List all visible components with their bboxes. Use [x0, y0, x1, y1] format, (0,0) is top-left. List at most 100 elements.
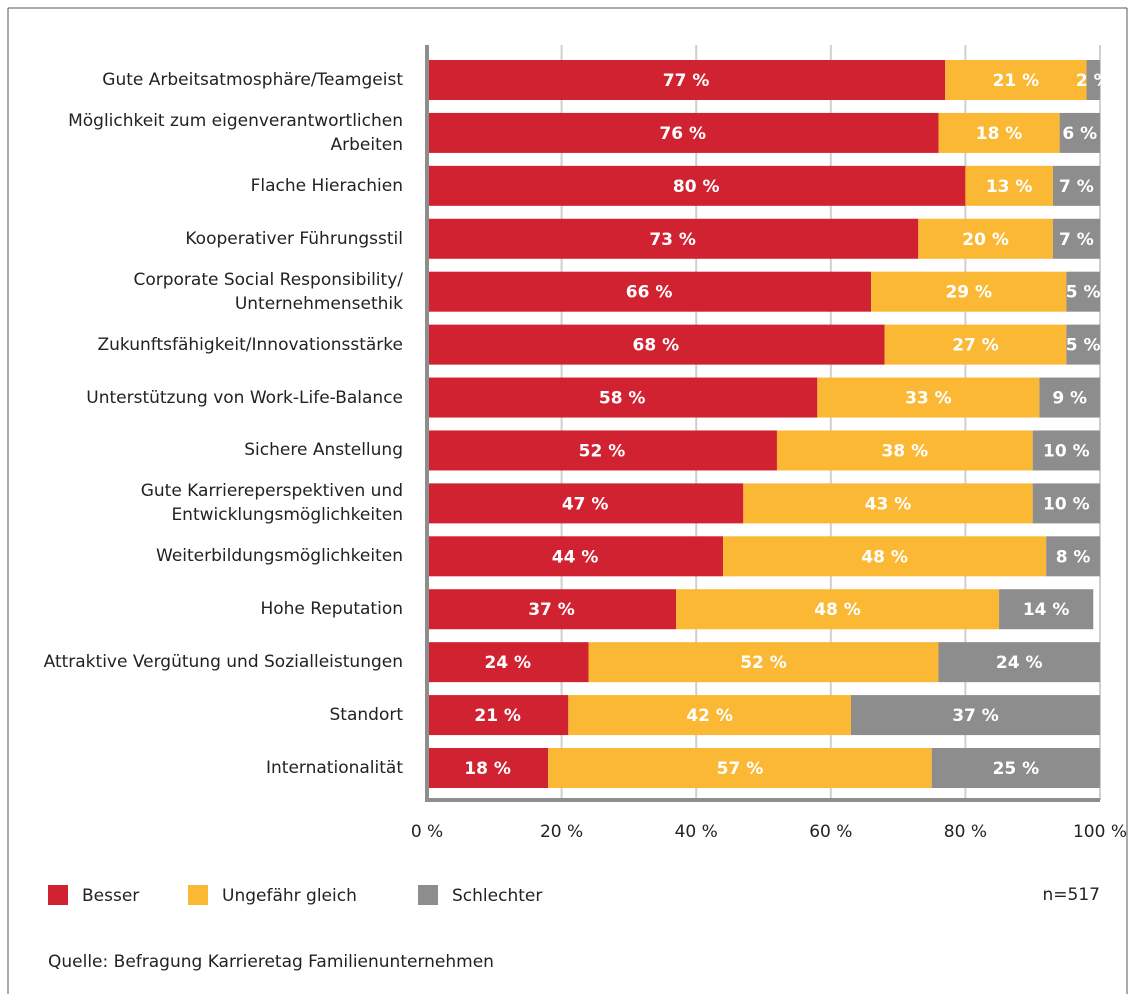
bar-segment [1086, 60, 1100, 100]
bar-segment [1059, 112, 1100, 153]
category-label: Attraktive Vergütung und Sozialleistunge… [43, 652, 403, 673]
category-label: Zukunftsfähigkeit/Innovationsstärke [97, 334, 404, 355]
value-label: 77 % [663, 71, 710, 91]
value-label: 14 % [1023, 600, 1070, 620]
x-tick-label: 0 % [411, 822, 443, 842]
bar-segment [1066, 324, 1100, 365]
bar-segment [871, 271, 1067, 312]
category-label: Corporate Social Responsibility/ Unterne… [133, 269, 403, 314]
bar-segment [427, 642, 589, 683]
bar-segment [588, 642, 939, 683]
bar-segment [427, 483, 744, 524]
bar-segment [817, 377, 1040, 418]
category-label: Gute Arbeitsatmosphäre/Teamgeist [102, 70, 403, 90]
legend-label: Ungefähr gleich [222, 886, 357, 906]
value-label: 27 % [952, 336, 999, 356]
category-label: Kooperativer Führungsstil [185, 228, 403, 249]
value-label: 38 % [882, 441, 929, 461]
bar-segment [548, 748, 932, 788]
bar-segment [938, 642, 1100, 683]
bar-segment [884, 324, 1067, 365]
value-label: 80 % [673, 177, 720, 197]
value-label: 5 % [1066, 336, 1101, 356]
bar-segment [427, 536, 724, 577]
bar-segment [965, 165, 1053, 206]
bar-segment [918, 218, 1053, 259]
value-label: 18 % [464, 759, 511, 779]
x-tick-label: 20 % [540, 822, 583, 842]
value-label: 57 % [717, 759, 764, 779]
value-label: 33 % [905, 389, 952, 409]
value-label: 42 % [686, 706, 733, 726]
bar-segment [1052, 218, 1100, 259]
value-label: 58 % [599, 389, 646, 409]
value-label: 10 % [1043, 494, 1090, 514]
legend-swatch [188, 885, 208, 905]
value-label: 5 % [1066, 283, 1101, 303]
category-label: Weiterbildungsmöglichkeiten [156, 546, 403, 567]
bar-segment [1039, 377, 1100, 418]
value-label: 52 % [579, 441, 626, 461]
value-label: 20 % [962, 230, 1009, 250]
legend-label: Schlechter [452, 886, 542, 906]
category-label: Flache Hierachien [250, 175, 403, 196]
category-label: Hohe Reputation [260, 599, 403, 620]
legend-swatch [418, 885, 438, 905]
value-label: 44 % [552, 547, 599, 567]
bar-segment [427, 271, 872, 312]
bar-segment [427, 589, 677, 630]
bar-segment [1032, 483, 1100, 524]
bar-segment [776, 430, 1033, 471]
bar-segment [568, 695, 851, 736]
value-label: 10 % [1043, 441, 1090, 461]
bar-segment [723, 536, 1047, 577]
value-label: 24 % [996, 653, 1043, 673]
value-label: 8 % [1056, 547, 1091, 567]
x-tick-label: 100 % [1073, 822, 1127, 842]
bar-segment [999, 589, 1094, 630]
bar-segment [427, 748, 549, 788]
category-label: Möglichkeit zum eigenverantwortlichen Ar… [68, 110, 403, 155]
category-label: Standort [329, 705, 404, 726]
bar-segment [676, 589, 1000, 630]
bar-segment [1052, 165, 1100, 206]
value-label: 7 % [1059, 177, 1094, 197]
bar-segment [427, 430, 777, 471]
bar-segment [427, 218, 919, 259]
value-label: 21 % [474, 706, 521, 726]
bar-segment [427, 165, 966, 206]
value-label: 37 % [528, 600, 575, 620]
x-tick-label: 60 % [809, 822, 852, 842]
value-label: 68 % [633, 336, 680, 356]
value-label: 48 % [861, 547, 908, 567]
bar-segment [1032, 430, 1100, 471]
bar-segment [1046, 536, 1100, 577]
value-label: 24 % [484, 653, 531, 673]
value-label: 18 % [976, 124, 1023, 144]
legend-swatch [48, 885, 68, 905]
value-label: 7 % [1059, 230, 1094, 250]
bar-segment [1066, 271, 1100, 312]
value-label: 25 % [993, 759, 1040, 779]
bar-segment [427, 695, 569, 736]
category-label: Unterstützung von Work-Life-Balance [86, 387, 403, 408]
bar-segment [850, 695, 1100, 736]
bar-segment [938, 112, 1060, 153]
value-label: 52 % [740, 653, 787, 673]
value-label: 43 % [865, 494, 912, 514]
value-label: 6 % [1062, 124, 1097, 144]
bar-segment [931, 748, 1100, 788]
value-label: 47 % [562, 494, 609, 514]
bar-segment [427, 112, 939, 153]
category-label: Internationalität [266, 758, 403, 778]
value-label: 21 % [993, 71, 1040, 91]
value-label: 48 % [814, 600, 861, 620]
value-label: 2 % [1076, 71, 1111, 91]
value-label: 66 % [626, 283, 673, 303]
category-label: Sichere Anstellung [244, 440, 403, 461]
bar-segment [743, 483, 1033, 524]
sample-size: n=517 [1043, 885, 1100, 905]
value-label: 9 % [1052, 389, 1087, 409]
